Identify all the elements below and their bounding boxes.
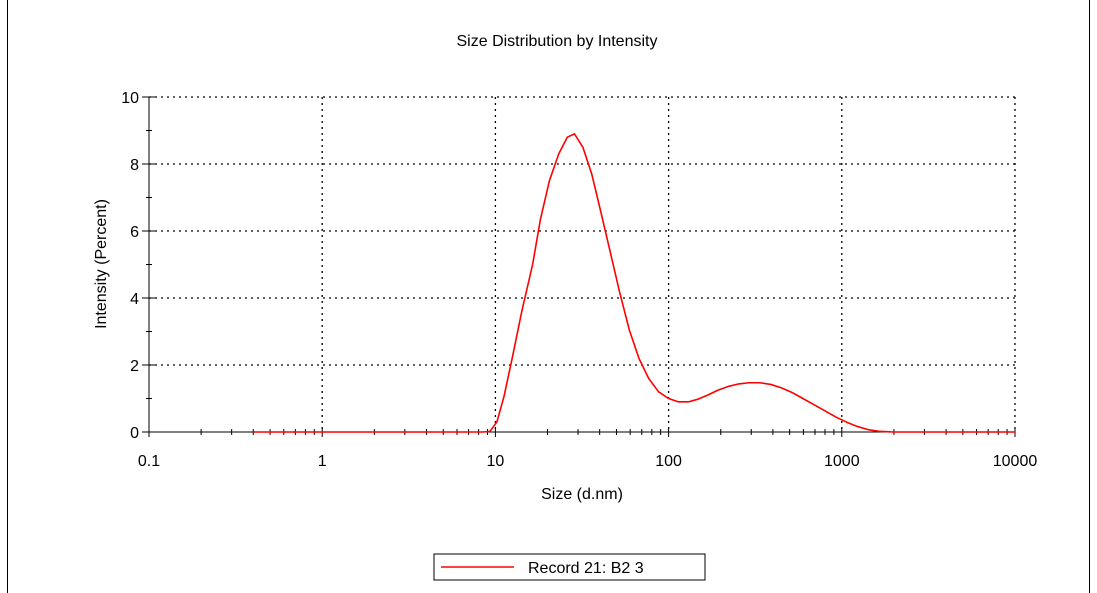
x-axis-label: Size (d.nm) bbox=[541, 486, 623, 503]
x-tick-label: 10 bbox=[487, 453, 505, 470]
gridlines bbox=[149, 96, 1016, 432]
y-tick-label: 0 bbox=[130, 425, 139, 442]
x-tick-label: 0.1 bbox=[138, 453, 160, 470]
x-tick-label: 1000 bbox=[824, 453, 860, 470]
legend-label-record-21: Record 21: B2 3 bbox=[528, 560, 644, 577]
x-tick-label: 10000 bbox=[993, 453, 1038, 470]
chart-title: Size Distribution by Intensity bbox=[457, 33, 658, 50]
legend: Record 21: B2 3 bbox=[433, 553, 706, 581]
series-layer bbox=[253, 133, 1015, 433]
y-tick-label: 2 bbox=[130, 358, 139, 375]
x-tick-label: 100 bbox=[655, 453, 682, 470]
tick-labels: 0.1 1 10 100 1000 10000 0 2 4 6 8 10 bbox=[121, 90, 1037, 470]
y-tick-label: 10 bbox=[121, 90, 139, 107]
axes bbox=[142, 96, 1016, 437]
y-tick-label: 8 bbox=[130, 157, 139, 174]
chart-frame bbox=[7, 0, 1090, 593]
y-axis-label: Intensity (Percent) bbox=[93, 199, 110, 329]
series-line-record-21 bbox=[253, 133, 1015, 433]
y-tick-label: 4 bbox=[130, 291, 139, 308]
y-tick-label: 6 bbox=[130, 224, 139, 241]
x-tick-label: 1 bbox=[318, 453, 327, 470]
